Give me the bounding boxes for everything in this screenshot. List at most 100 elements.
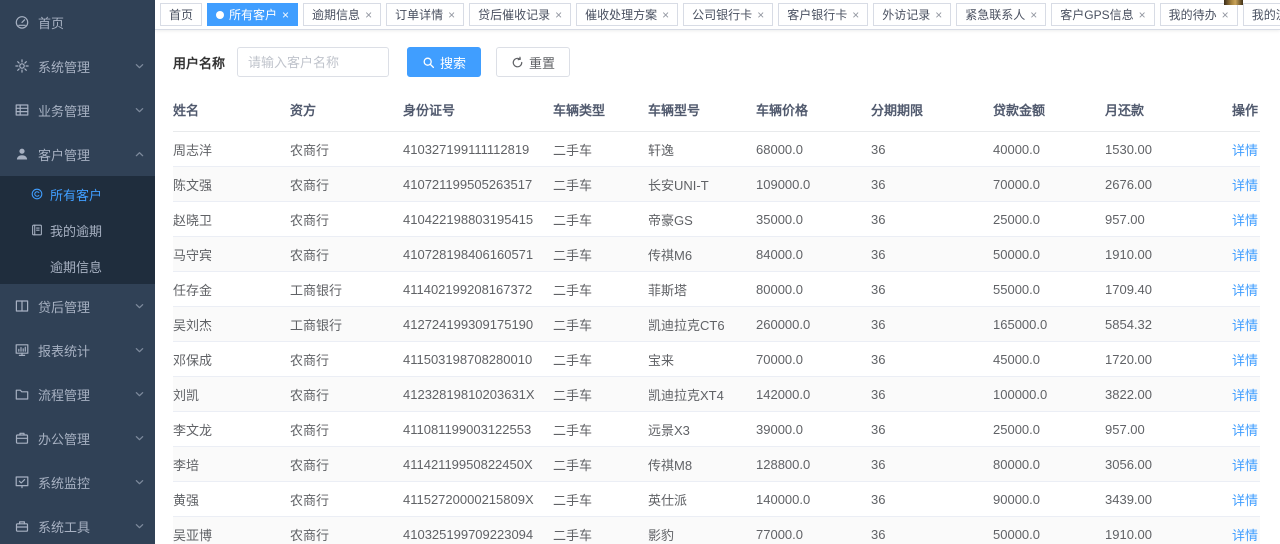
tab-visit-records[interactable]: 外访记录 × <box>873 3 952 26</box>
tab-close-icon[interactable]: × <box>1030 7 1038 22</box>
table-cell: 详情 <box>1215 236 1260 272</box>
sidebar-item-label: 客户管理 <box>38 147 91 163</box>
detail-link[interactable]: 详情 <box>1231 317 1258 333</box>
tab-order-detail[interactable]: 订单详情 × <box>386 3 465 26</box>
table-cell: 李文龙 <box>173 411 290 447</box>
main-area: 首页 所有客户 × 逾期信息 × 订单详情 × 贷后催收记录 × 催收处理方案 × 公司银行卡 × 客户银… <box>155 0 1280 544</box>
sidebar-item-system-mgmt[interactable]: 系统管理 <box>0 44 155 88</box>
sidebar-item-customer-mgmt[interactable]: 客户管理 <box>0 132 155 176</box>
detail-link[interactable]: 详情 <box>1231 352 1258 368</box>
table-cell: 36 <box>871 446 993 482</box>
sidebar-item-process-mgmt[interactable]: 流程管理 <box>0 372 155 416</box>
sidebar-item-office-mgmt[interactable]: 办公管理 <box>0 416 155 460</box>
sidebar-item-home[interactable]: 首页 <box>0 0 155 44</box>
table-cell: 详情 <box>1215 516 1260 544</box>
table-cell: 二手车 <box>553 446 648 482</box>
tab-close-icon[interactable]: × <box>365 7 373 22</box>
customer-name-input[interactable] <box>237 47 390 77</box>
table-cell: 410721199505263517 <box>403 166 553 202</box>
tab-my-todo[interactable]: 我的待办 × <box>1159 3 1238 26</box>
tab-collection-records[interactable]: 贷后催收记录 × <box>469 3 572 26</box>
detail-link[interactable]: 详情 <box>1231 457 1258 473</box>
sidebar-item-label: 系统管理 <box>38 59 91 75</box>
table-cell: 赵晓卫 <box>173 201 290 237</box>
table-cell: 二手车 <box>553 516 648 544</box>
tab-collection-plan[interactable]: 催收处理方案 × <box>576 3 679 26</box>
tab-close-icon[interactable]: × <box>935 7 943 22</box>
search-button-label: 搜索 <box>440 55 467 71</box>
table-cell: 农商行 <box>290 411 403 447</box>
table-cell: 411402199208167372 <box>403 271 553 307</box>
detail-link[interactable]: 详情 <box>1231 282 1258 298</box>
tab-bar: 首页 所有客户 × 逾期信息 × 订单详情 × 贷后催收记录 × 催收处理方案 × 公司银行卡 × 客户银… <box>155 0 1280 30</box>
table-cell: 36 <box>871 306 993 342</box>
table-cell: 农商行 <box>290 131 403 167</box>
table-cell: 957.00 <box>1105 201 1215 237</box>
sidebar-item-system-tools[interactable]: 系统工具 <box>0 504 155 544</box>
search-form: 用户名称 搜索 重置 <box>173 47 1260 77</box>
chart-monitor-icon <box>14 342 30 358</box>
tab-company-bank-card[interactable]: 公司银行卡 × <box>683 3 774 26</box>
tab-home[interactable]: 首页 <box>160 3 203 26</box>
tab-close-icon[interactable]: × <box>1221 7 1229 22</box>
tab-label: 所有客户 <box>229 8 278 22</box>
tab-close-icon[interactable]: × <box>662 7 670 22</box>
sidebar-item-label: 系统工具 <box>38 519 91 535</box>
tab-my-process[interactable]: 我的流程× <box>1242 3 1280 26</box>
table-cell: 1910.00 <box>1105 236 1215 272</box>
sidebar-item-my-overdue[interactable]: 我的逾期 <box>0 212 155 248</box>
tab-close-icon[interactable]: × <box>1138 7 1146 22</box>
sidebar-item-label: 逾期信息 <box>50 259 103 275</box>
table-cell: 165000.0 <box>993 306 1105 342</box>
table-cell: 二手车 <box>553 201 648 237</box>
detail-link[interactable]: 详情 <box>1231 177 1258 193</box>
tab-close-icon[interactable]: × <box>282 7 290 22</box>
tab-customer-bank-card[interactable]: 客户银行卡 × <box>778 3 869 26</box>
detail-link[interactable]: 详情 <box>1231 527 1258 543</box>
tab-close-icon[interactable]: × <box>757 7 765 22</box>
table-cell: 详情 <box>1215 201 1260 237</box>
search-button[interactable]: 搜索 <box>407 47 482 77</box>
table-cell: 工商银行 <box>290 306 403 342</box>
table-cell: 详情 <box>1215 446 1260 482</box>
sidebar-item-business-mgmt[interactable]: 业务管理 <box>0 88 155 132</box>
sidebar-item-system-monitor[interactable]: 系统监控 <box>0 460 155 504</box>
sidebar-item-label: 所有客户 <box>50 187 103 203</box>
tab-label: 客户GPS信息 <box>1060 8 1134 22</box>
detail-link[interactable]: 详情 <box>1231 212 1258 228</box>
table-cell: 55000.0 <box>993 271 1105 307</box>
table-cell: 957.00 <box>1105 411 1215 447</box>
book-icon <box>30 223 44 237</box>
tab-customer-gps[interactable]: 客户GPS信息 × <box>1051 3 1155 26</box>
table-header-row: 姓名 资方 身份证号 车辆类型 车辆型号 车辆价格 分期期限 贷款金额 月还款 操作 <box>173 92 1260 132</box>
table-cell: 吴刘杰 <box>173 306 290 342</box>
detail-link[interactable]: 详情 <box>1231 387 1258 403</box>
sidebar-item-all-customers[interactable]: 所有客户 <box>0 176 155 212</box>
sidebar-item-overdue-info[interactable]: 逾期信息 <box>0 248 155 284</box>
detail-link[interactable]: 详情 <box>1231 422 1258 438</box>
suitcase-icon <box>14 430 30 446</box>
table-body: 周志洋 农商行 410327199111112819 二手车 轩逸 68000.0 36 40… <box>173 131 1260 544</box>
table-cell: 45000.0 <box>993 341 1105 377</box>
sidebar-item-report-stats[interactable]: 报表统计 <box>0 328 155 372</box>
tab-emergency-contacts[interactable]: 紧急联系人 × <box>956 3 1047 26</box>
tab-close-icon[interactable]: × <box>448 7 456 22</box>
tab-all-customers[interactable]: 所有客户 × <box>207 3 299 26</box>
table-cell: 二手车 <box>553 411 648 447</box>
table-cell: 1709.40 <box>1105 271 1215 307</box>
table-cell: 详情 <box>1215 376 1260 412</box>
table-cell: 36 <box>871 271 993 307</box>
table-cell: 68000.0 <box>756 131 871 167</box>
table-cell: 长安UNI-T <box>648 166 756 202</box>
detail-link[interactable]: 详情 <box>1231 492 1258 508</box>
reset-button[interactable]: 重置 <box>496 47 571 77</box>
detail-link[interactable]: 详情 <box>1231 142 1258 158</box>
tab-overdue-info[interactable]: 逾期信息 × <box>303 3 382 26</box>
avatar-image-fragment <box>1224 0 1243 5</box>
tab-close-icon[interactable]: × <box>555 7 563 22</box>
detail-link[interactable]: 详情 <box>1231 247 1258 263</box>
table-cell: 黄强 <box>173 481 290 517</box>
column-header: 月还款 <box>1105 92 1215 132</box>
tab-close-icon[interactable]: × <box>852 7 860 22</box>
sidebar-item-loan-mgmt[interactable]: 贷后管理 <box>0 284 155 328</box>
